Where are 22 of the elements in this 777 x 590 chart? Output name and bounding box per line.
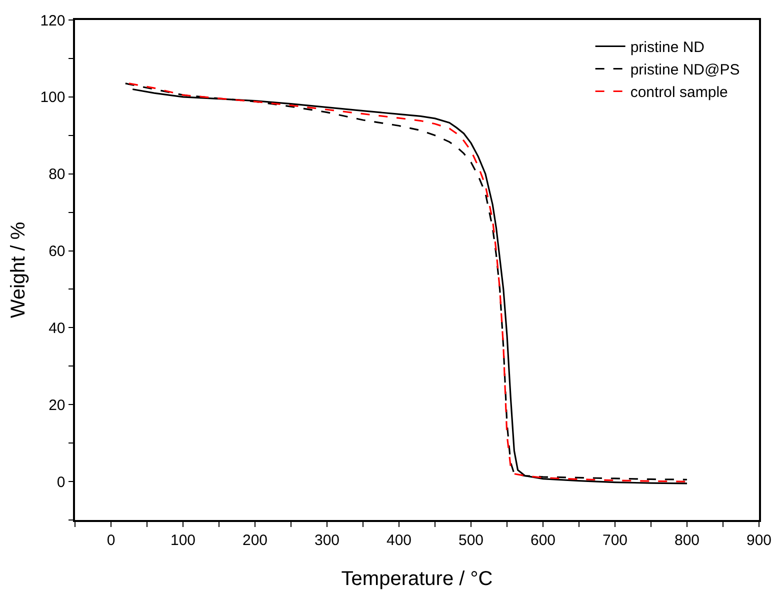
y-tick-label: 40	[48, 320, 66, 337]
x-tick-label: 900	[746, 532, 772, 549]
y-tick-label: 120	[40, 12, 66, 30]
x-tick-label: 400	[386, 532, 412, 549]
x-axis-title: Temperature / °C	[341, 568, 493, 590]
x-tick-label: 0	[106, 532, 116, 549]
x-tick-label: 600	[530, 532, 556, 549]
x-tick-label: 500	[458, 532, 484, 549]
y-tick-label: 20	[48, 396, 66, 414]
legend-label: pristine ND@PS	[630, 62, 740, 79]
y-tick-label: 100	[40, 89, 66, 106]
x-tick-label: 300	[314, 532, 340, 549]
x-tick-label: 700	[602, 532, 628, 549]
x-tick-label: 200	[242, 532, 268, 549]
y-tick-label: 0	[56, 474, 66, 491]
x-tick-label: 800	[674, 532, 700, 549]
y-axis-title: Weight / %	[8, 222, 30, 318]
y-tick-label: 80	[48, 166, 66, 184]
x-tick-label: 100	[170, 532, 196, 549]
legend-label: pristine ND	[630, 39, 705, 56]
legend-label: control sample	[630, 84, 728, 102]
y-tick-label: 60	[48, 243, 66, 260]
